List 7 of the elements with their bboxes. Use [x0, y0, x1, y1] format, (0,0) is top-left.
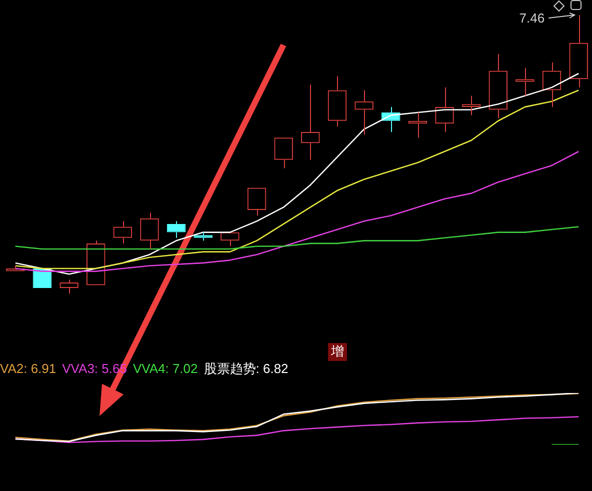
- text: 增: [330, 344, 344, 359]
- text: VA2: 6.91: [0, 361, 56, 376]
- text: 股票趋势: 6.82: [204, 361, 288, 376]
- candlestick: [194, 232, 213, 242]
- text: VVA4: 7.02: [132, 361, 198, 376]
- candlestick: [166, 220, 186, 238]
- annotation: 7.46: [519, 10, 545, 26]
